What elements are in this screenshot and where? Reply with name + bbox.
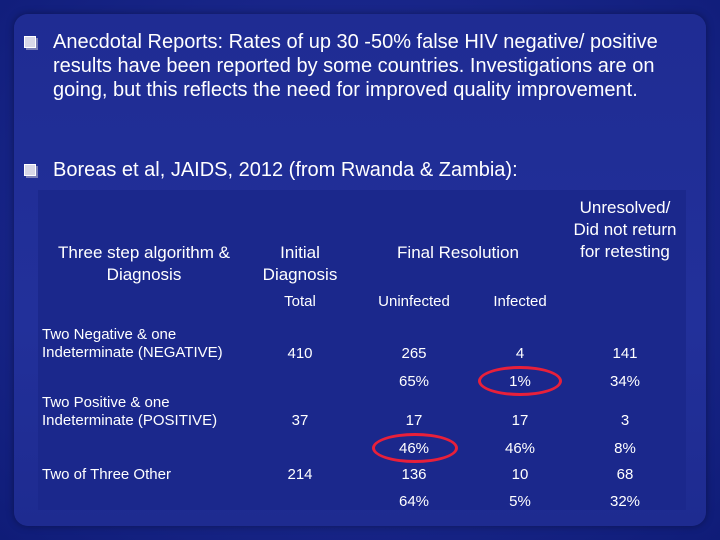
row-negative-total: 410 <box>287 345 313 362</box>
header-unresolved: Unresolved/ Did not return for retesting <box>573 198 677 261</box>
row-label-other: Two of Three Other <box>42 466 171 483</box>
results-table: Three step algorithm & Diagnosis Initial… <box>38 190 686 510</box>
row-other-total: 214 <box>287 466 313 483</box>
row-other-unresolved-pct: 32% <box>609 493 641 510</box>
row-positive-infected-pct: 46% <box>504 440 536 457</box>
bullet-anecdotal-reports: Anecdotal Reports: Rates of up 30 -50% f… <box>24 30 684 102</box>
row-other-uninfected-pct: 64% <box>398 493 430 510</box>
row-negative-unresolved-pct: 34% <box>609 373 641 390</box>
row-positive-total: 37 <box>291 412 309 429</box>
bullet-text: Anecdotal Reports: Rates of up 30 -50% f… <box>53 31 658 101</box>
row-negative-uninfected-pct: 65% <box>398 373 430 390</box>
row-positive-unresolved-pct: 8% <box>614 440 636 457</box>
row-positive-uninfected: 17 <box>405 412 423 429</box>
row-label-negative: Two Negative & one Indeterminate (NEGATI… <box>42 326 223 361</box>
square-bullet-icon <box>24 164 36 176</box>
header-initial-diagnosis: Initial Diagnosis <box>262 243 338 284</box>
bullet-boreas-citation: Boreas et al, JAIDS, 2012 (from Rwanda &… <box>24 158 684 182</box>
header-final-resolution: Final Resolution <box>397 243 519 262</box>
bullet-text: Boreas et al, JAIDS, 2012 (from Rwanda &… <box>53 159 518 181</box>
row-negative-uninfected: 265 <box>401 345 427 362</box>
row-positive-infected: 17 <box>511 412 529 429</box>
row-other-infected: 10 <box>511 466 529 483</box>
subheader-infected: Infected <box>493 293 547 310</box>
row-other-infected-pct: 5% <box>509 493 531 510</box>
row-negative-unresolved: 141 <box>612 345 638 362</box>
row-other-uninfected: 136 <box>401 466 427 483</box>
highlight-oval-infected-1pct <box>478 366 562 396</box>
row-other-unresolved: 68 <box>616 466 634 483</box>
highlight-oval-uninfected-46pct <box>372 433 458 463</box>
row-negative-infected: 4 <box>515 345 525 362</box>
subheader-uninfected: Uninfected <box>378 293 450 310</box>
square-bullet-icon <box>24 36 36 48</box>
subheader-total: Total <box>284 293 316 310</box>
row-positive-unresolved: 3 <box>620 412 630 429</box>
header-algorithm: Three step algorithm & Diagnosis <box>58 243 230 284</box>
row-label-positive: Two Positive & one Indeterminate (POSITI… <box>42 394 218 429</box>
